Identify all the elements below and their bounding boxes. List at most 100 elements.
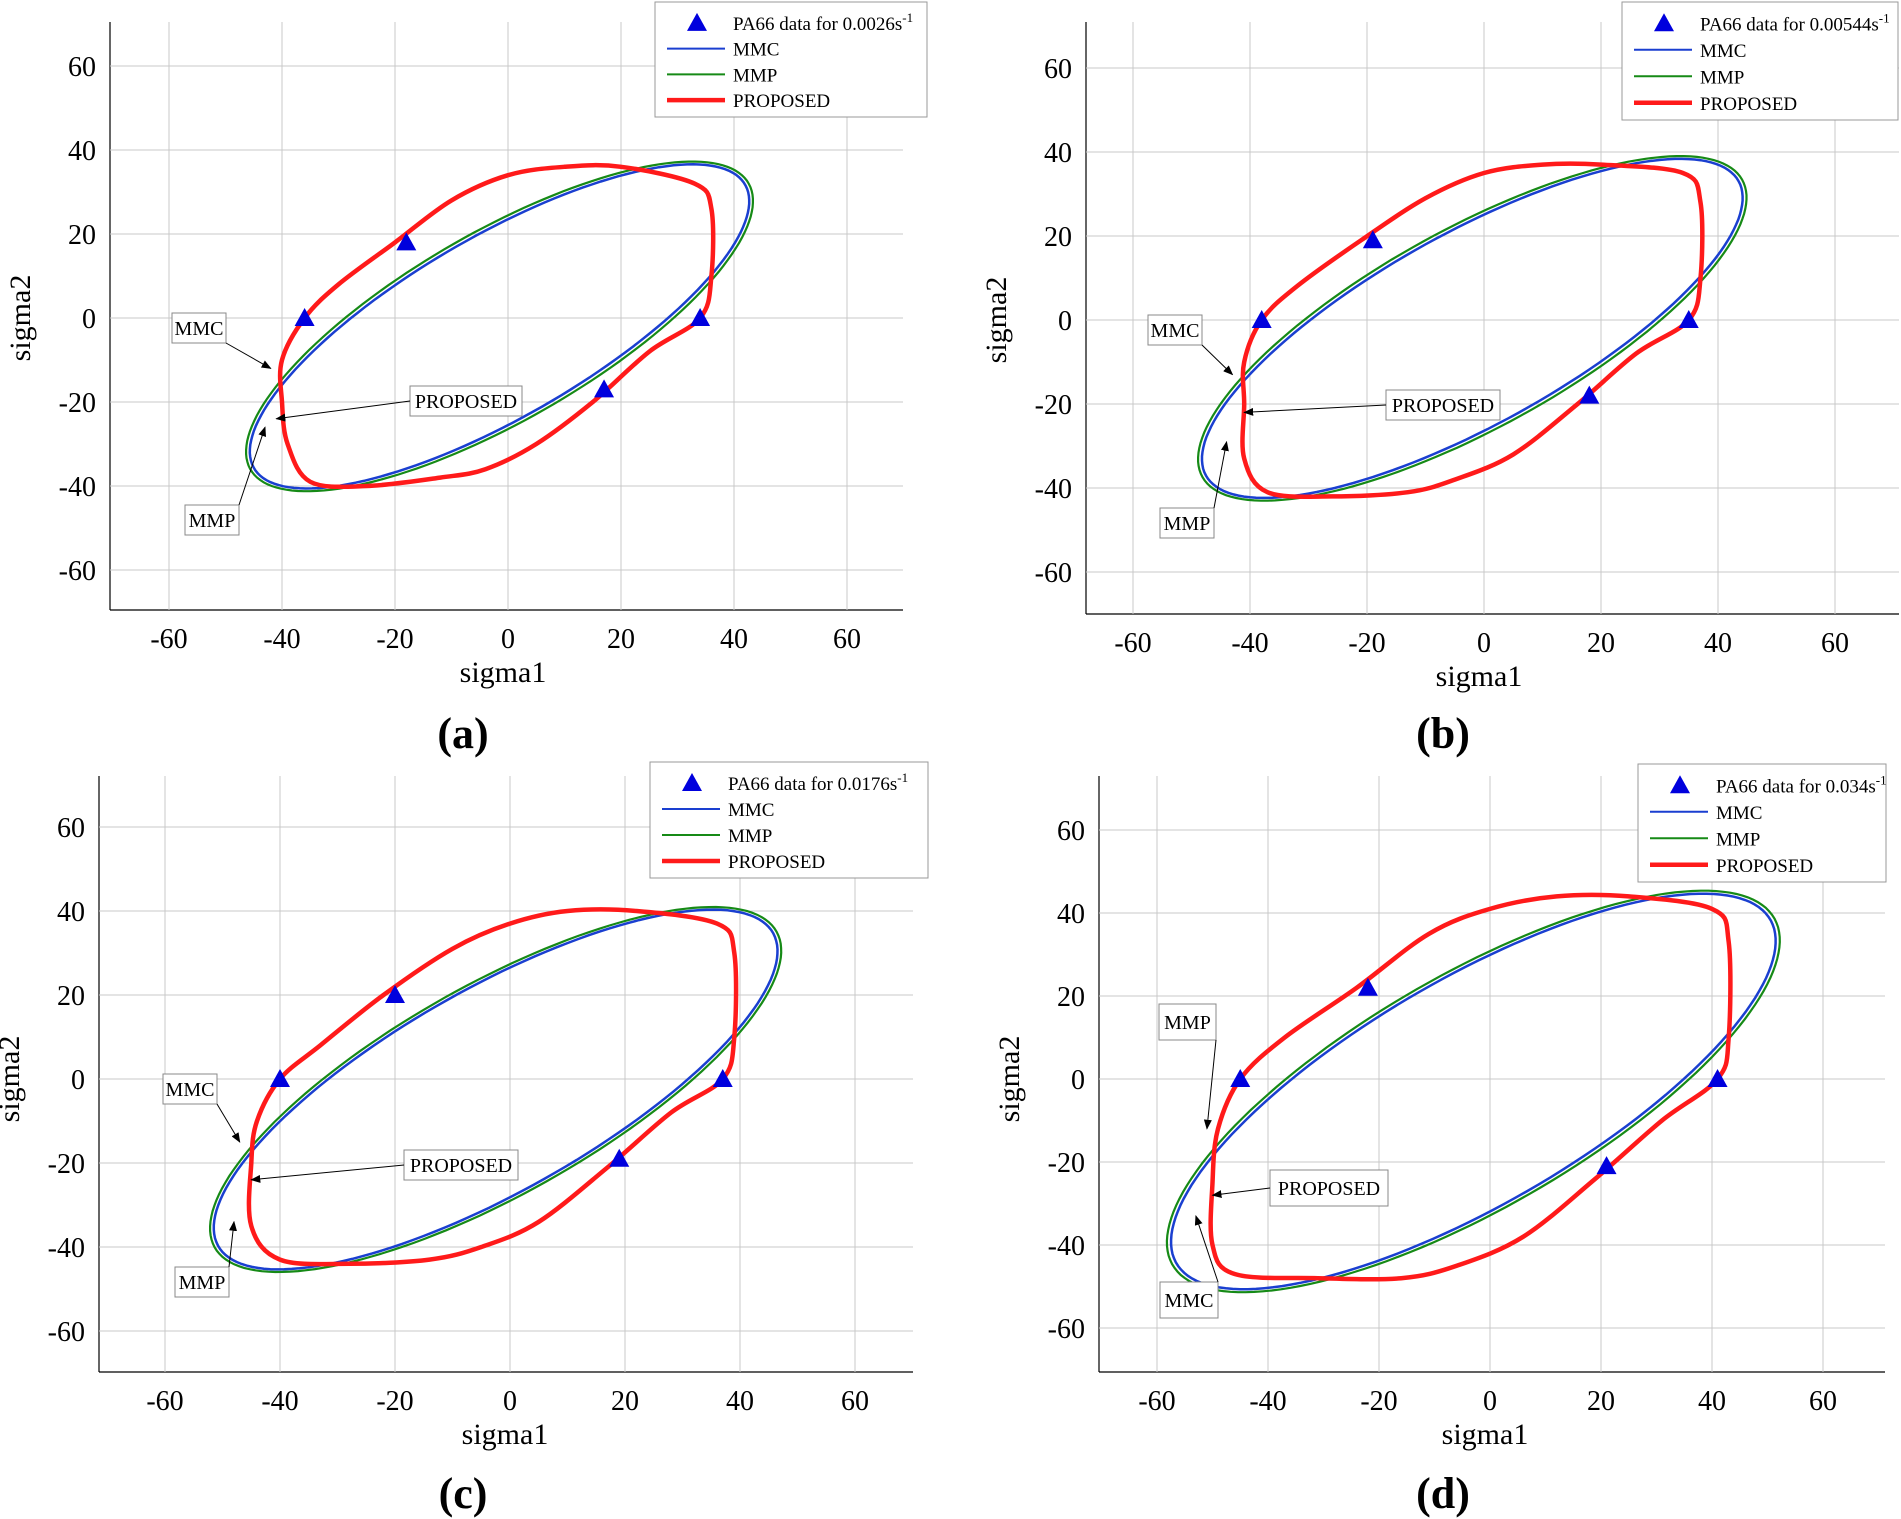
annotation-arrow: [1213, 440, 1229, 509]
y-tick-label: 40: [1044, 138, 1072, 169]
y-tick-label: 20: [68, 220, 96, 251]
annotation-label: PROPOSED: [1392, 395, 1494, 417]
y-axis-label: sigma2: [980, 277, 1013, 364]
annotation-box: [409, 385, 523, 417]
legend-label: MMP: [728, 826, 772, 847]
legend-label-superscript: -1: [897, 770, 908, 785]
y-tick-label: 60: [1044, 54, 1072, 85]
data-point-marker: [1357, 977, 1378, 996]
annotation-label: MMC: [166, 1079, 215, 1101]
annotation-label: PROPOSED: [410, 1155, 512, 1177]
x-axis-label: sigma1: [1442, 1418, 1529, 1451]
data-point-marker: [294, 308, 315, 326]
annotation-box: [184, 504, 240, 536]
annotation-box: [1385, 389, 1501, 421]
legend-label: PROPOSED: [728, 852, 825, 873]
legend-label-superscript: -1: [1876, 772, 1887, 787]
x-axis-label: sigma1: [460, 656, 547, 689]
annotation-label: MMP: [189, 510, 236, 532]
panel-a: -60 -40 -20 0 20 40 60 -60 -40 -20 0 20 40 60 sigma1 si…: [4, 1, 928, 689]
annotation-arrow: [1211, 1187, 1271, 1199]
x-tick-label: 20: [1587, 1386, 1615, 1417]
x-tick-label: -60: [1114, 628, 1151, 659]
legend-marker-data: [1670, 775, 1690, 794]
panel-b: -60 -40 -20 0 20 40 60 -60 -40 -20 0 20 40 60 sigma1 si…: [980, 1, 1899, 693]
x-tick-label: -20: [376, 624, 413, 655]
x-tick-label: 60: [1821, 628, 1849, 659]
annotation-box: [171, 312, 227, 344]
annotation-label: MMP: [179, 1272, 226, 1294]
legend-label: PROPOSED: [1716, 856, 1813, 877]
annotation-label: MMC: [1151, 320, 1200, 342]
series-mmp-line: [245, 160, 754, 493]
legend-label: PA66 data for 0.0026s-1: [733, 10, 913, 35]
y-tick-label: -20: [48, 1149, 85, 1180]
panel-caption: (c): [439, 1469, 488, 1518]
annotation-box: [1159, 1281, 1219, 1319]
legend-label: PROPOSED: [1700, 94, 1797, 115]
series-proposed-line: [246, 907, 739, 1267]
data-point-marker: [712, 1069, 733, 1087]
y-tick-label: -20: [1048, 1148, 1085, 1179]
x-tick-label: 40: [1704, 628, 1732, 659]
y-tick-label: -40: [1035, 474, 1072, 505]
x-axis-label: sigma1: [462, 1418, 549, 1451]
x-tick-label: 0: [503, 1386, 517, 1417]
y-tick-label: 20: [1057, 982, 1085, 1013]
data-point-marker: [1251, 310, 1272, 328]
panel-caption: (a): [437, 709, 488, 758]
legend-label-text: PA66 data for 0.0176s: [728, 774, 897, 795]
x-tick-label: -40: [263, 624, 300, 655]
legend-label: MMC: [728, 800, 774, 821]
x-tick-label: 0: [501, 624, 515, 655]
y-tick-label: 60: [1057, 816, 1085, 847]
annotation-label: PROPOSED: [415, 391, 517, 413]
annotation-arrow: [1194, 1215, 1219, 1283]
annotation-arrow: [1243, 404, 1387, 416]
annotation-label: MMP: [1164, 1012, 1211, 1034]
data-point-marker: [1596, 1156, 1617, 1175]
series-mmc-line: [212, 908, 779, 1271]
x-tick-label: 60: [1809, 1386, 1837, 1417]
x-tick-label: 20: [611, 1386, 639, 1417]
series-mmp-line: [1197, 155, 1748, 502]
legend-label: PA66 data for 0.0176s-1: [728, 770, 908, 795]
y-axis-label: sigma2: [993, 1036, 1026, 1123]
series-proposed-line: [1208, 892, 1733, 1282]
x-tick-label: 0: [1483, 1386, 1497, 1417]
x-tick-label: -60: [1138, 1386, 1175, 1417]
x-tick-label: -20: [376, 1386, 413, 1417]
annotation-arrow: [275, 400, 411, 422]
series-proposed-line: [277, 162, 716, 490]
x-tick-label: -60: [146, 1386, 183, 1417]
y-tick-label: -60: [48, 1317, 85, 1348]
annotation-label: MMC: [1165, 1290, 1214, 1312]
y-tick-label: 60: [57, 813, 85, 844]
legend-label: MMP: [733, 65, 777, 86]
annotation-box: [174, 1266, 230, 1298]
data-point-marker: [1362, 230, 1383, 249]
annotation-arrow: [1201, 344, 1234, 376]
data-point-marker: [1678, 310, 1699, 328]
y-axis-label: sigma2: [4, 275, 37, 362]
y-tick-label: -20: [1035, 390, 1072, 421]
series-proposed-line: [1240, 161, 1705, 499]
legend-label-text: PA66 data for 0.034s: [1716, 776, 1876, 797]
annotation-arrow: [228, 1220, 237, 1268]
legend-label: PA66 data for 0.00544s-1: [1700, 10, 1890, 35]
legend-marker-data: [1654, 13, 1674, 32]
y-tick-label: 0: [1058, 306, 1072, 337]
annotation-box: [1269, 1169, 1389, 1207]
legend-label-text: PA66 data for 0.0026s: [733, 14, 902, 35]
data-point-marker: [1707, 1069, 1728, 1087]
series-mmc-line: [1169, 892, 1777, 1291]
annotation-box: [1158, 1003, 1217, 1041]
y-tick-label: 0: [1071, 1065, 1085, 1096]
panel-caption: (d): [1416, 1469, 1470, 1518]
x-tick-label: 20: [607, 624, 635, 655]
legend-label: MMP: [1700, 67, 1744, 88]
x-tick-label: 40: [1698, 1386, 1726, 1417]
y-tick-label: 40: [68, 136, 96, 167]
x-tick-label: -60: [150, 624, 187, 655]
legend-label-superscript: -1: [902, 10, 913, 25]
